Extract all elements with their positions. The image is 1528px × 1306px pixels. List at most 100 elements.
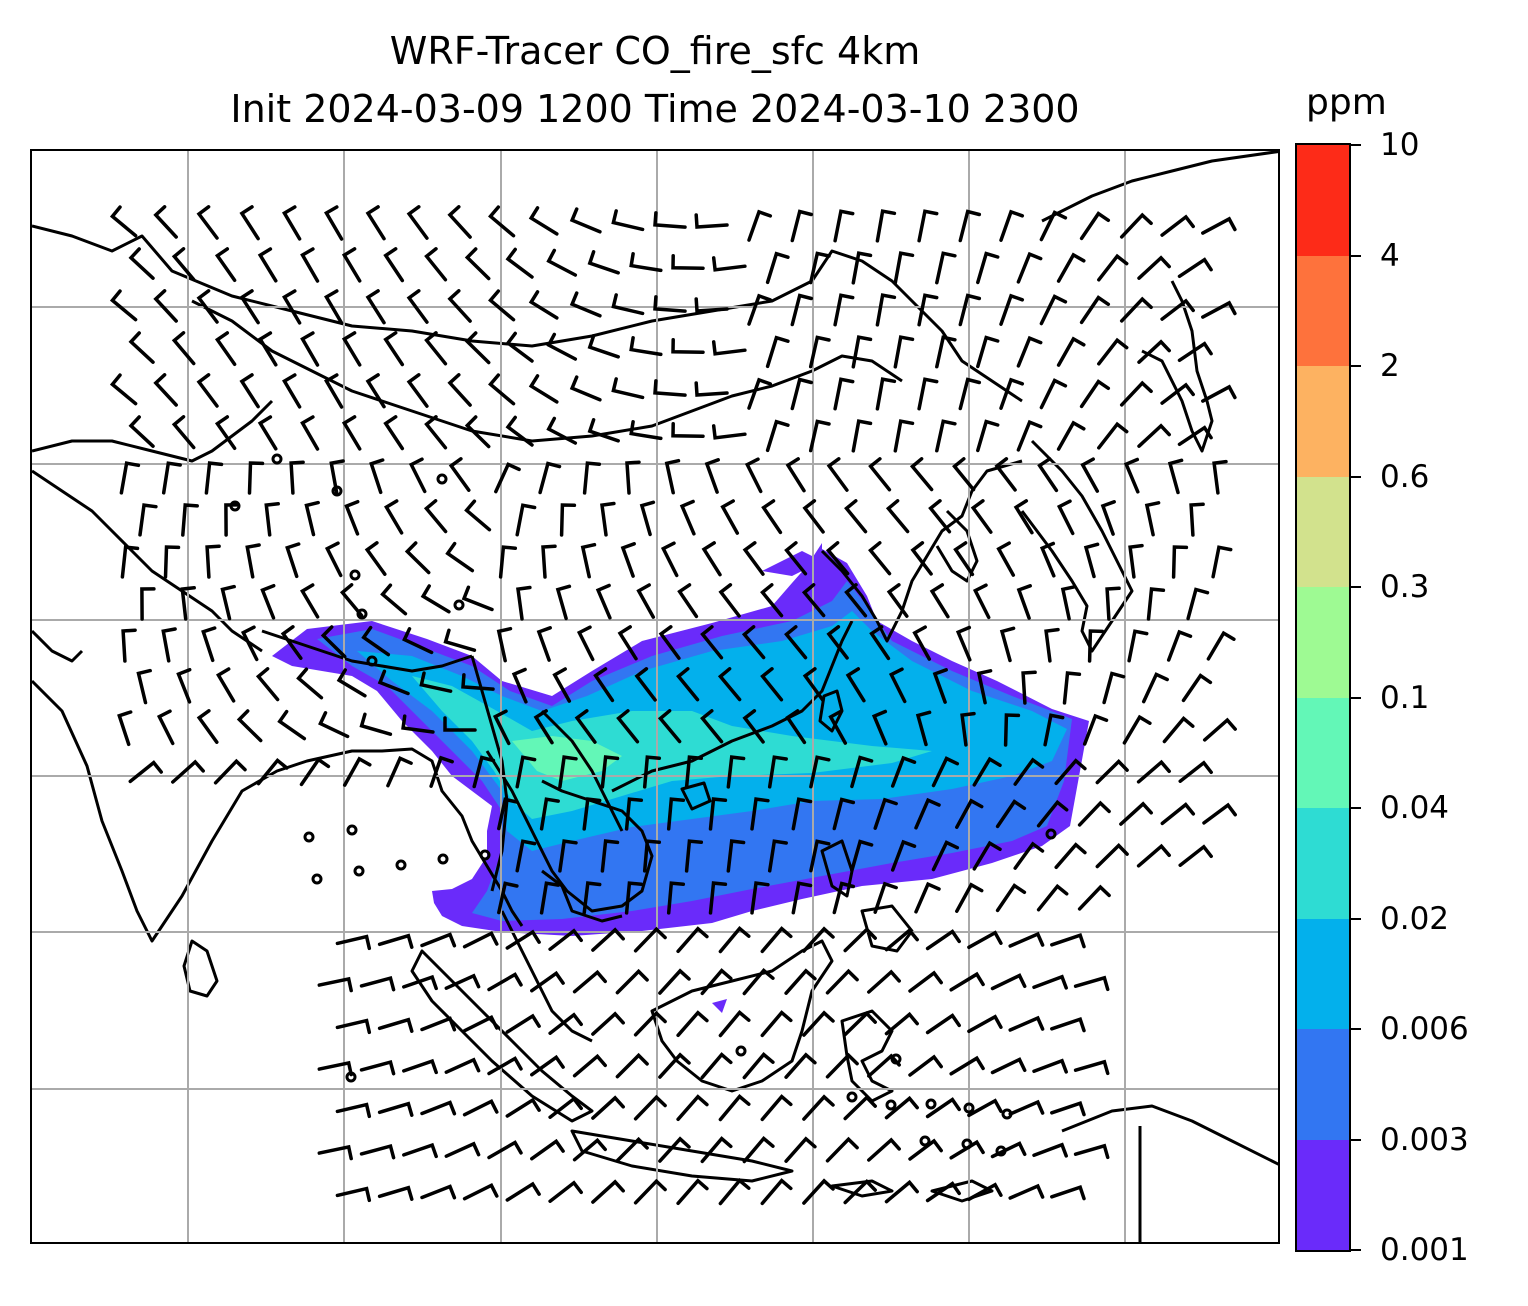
wind-barb [539,881,560,915]
wind-barb [548,1180,583,1203]
wind-barb [404,541,431,575]
wind-barb [1177,425,1213,447]
wind-barb [1016,251,1043,284]
wind-barb [1054,842,1087,870]
wind-barb [844,583,868,618]
wind-barb [1013,841,1045,870]
wind-barb [1211,545,1233,579]
wind-barb [255,667,280,702]
wind-barb [488,205,516,238]
wind-barb [1123,457,1140,494]
coast-malay-peninsula [500,910,593,1043]
wind-barb [671,254,705,270]
wind-barb [833,209,855,243]
wind-barb [464,331,491,365]
wind-barb [120,545,140,579]
wind-barb [572,969,607,994]
wind-barb [825,1136,859,1163]
wind-barb [808,251,831,285]
wind-barb [1128,543,1144,579]
wind-barb [658,625,681,660]
wind-barb [359,1059,396,1076]
wind-barb [546,248,578,277]
wind-barb [851,251,873,285]
wind-barb [282,373,302,409]
wind-barb [917,293,939,327]
wind-barb [653,379,687,397]
wind-barb [1202,802,1237,825]
wind-barb [915,710,932,747]
wind-barb [949,1055,985,1076]
wind-barb [386,755,413,788]
plume-patch-north [762,551,822,576]
wind-barb [867,969,901,994]
wind-barb [496,626,513,663]
colorbar-segment [1297,476,1349,587]
wind-barb [760,583,784,618]
wind-barb [784,1052,817,1079]
wind-barb [593,667,615,703]
wind-barb [990,973,1027,991]
wind-barb [1201,300,1237,319]
wind-barb [1050,932,1086,949]
wind-barb [750,797,770,831]
wind-barb [955,882,984,913]
wind-barb [448,457,471,492]
wind-barb [720,499,740,535]
wind-barb [1127,629,1149,663]
wind-barb [420,584,451,614]
wind-barb [960,711,976,747]
wind-barb [704,458,720,494]
wind-barb [497,881,519,915]
wind-barb [277,709,307,741]
wind-barb [117,710,133,747]
wind-barb [747,293,773,326]
co-fire-plume [272,543,1089,1013]
wind-barb [528,290,559,320]
wind-barb [300,247,320,283]
wind-barb [791,881,813,915]
wind-barb [406,289,429,324]
wind-barb [239,289,260,325]
wind-barb [701,541,722,577]
wind-barb [600,839,620,873]
wind-barb [595,583,612,620]
wind-barb [472,755,496,789]
wind-barb [121,628,137,663]
wind-barb [138,503,158,537]
wind-barb [341,247,362,283]
wind-barb [917,209,939,243]
wind-barb [176,667,192,704]
wind-barb [909,457,934,492]
wind-barb [402,1142,438,1159]
wind-barb [871,709,888,746]
wind-barb [329,459,345,495]
wind-barb [624,797,644,831]
wind-barb [785,457,806,493]
wind-barb [1137,255,1171,280]
wind-barb [784,1136,817,1163]
wind-barb [949,971,985,992]
wind-barb [591,927,625,952]
wind-barb [324,541,343,578]
wind-barb [875,209,897,243]
wind-barb [1186,587,1210,621]
wind-barb [633,1010,667,1037]
island-borneo [650,939,834,1093]
wind-barb [1073,975,1110,992]
wind-barb [445,541,475,573]
coast-russia-far-east [1041,151,1278,223]
wind-barb [582,797,602,831]
wind-barb [1080,457,1100,493]
wind-barb [1097,421,1129,450]
wind-barb [994,457,1017,492]
wind-barb [1032,974,1068,990]
wind-barb [802,1094,835,1121]
wind-barb [587,250,620,275]
wind-barb [833,377,855,411]
wind-barb [1077,800,1111,827]
wind-barb [765,335,790,369]
wind-barb [694,381,729,397]
wind-barb [629,252,663,273]
wind-barb [666,797,686,831]
